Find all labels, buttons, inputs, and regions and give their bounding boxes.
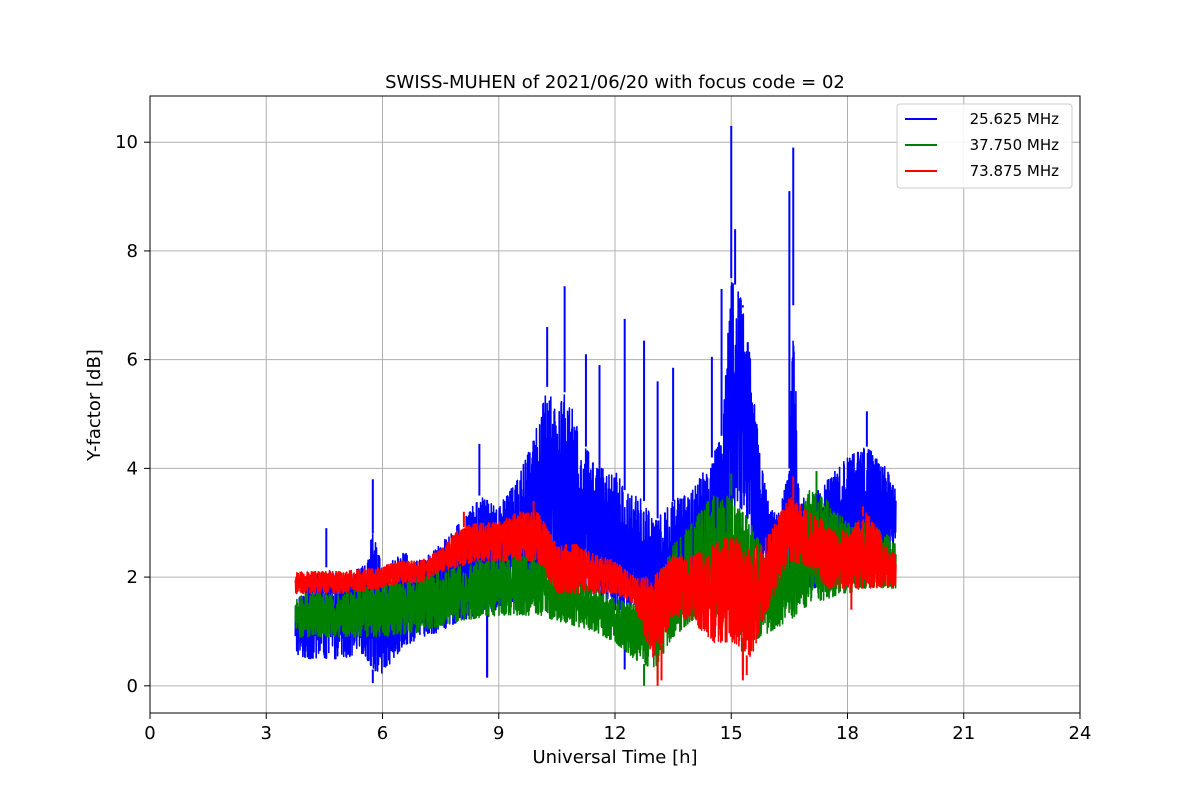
ticks xyxy=(144,141,1081,719)
x-tick-label: 24 xyxy=(1069,723,1092,744)
chart-title: SWISS-MUHEN of 2021/06/20 with focus cod… xyxy=(385,72,845,93)
y-tick-label: 10 xyxy=(115,132,138,153)
x-tick-label: 21 xyxy=(952,723,975,744)
x-tick-label: 6 xyxy=(377,723,388,744)
y-tick-label: 8 xyxy=(127,241,138,262)
y-tick-label: 4 xyxy=(127,458,138,479)
x-tick-label: 12 xyxy=(604,723,627,744)
series-line xyxy=(294,490,897,668)
legend-entry: 37.750 MHz xyxy=(970,136,1059,154)
legend-entry: 25.625 MHz xyxy=(970,110,1059,128)
legend: 25.625 MHz 37.750 MHz 73.875 MHz xyxy=(896,103,1073,189)
series-layer xyxy=(294,125,897,686)
x-axis-label: Universal Time [h] xyxy=(532,747,697,768)
x-tick-label: 9 xyxy=(493,723,504,744)
x-tick-label: 3 xyxy=(261,723,272,744)
y-tick-label: 2 xyxy=(127,567,138,588)
y-tick-label: 0 xyxy=(127,676,138,697)
x-tick-label: 15 xyxy=(720,723,743,744)
legend-box xyxy=(896,103,1073,189)
legend-entry: 73.875 MHz xyxy=(970,162,1059,180)
series-line xyxy=(294,497,897,658)
y-axis-label: Y-factor [dB] xyxy=(84,349,105,462)
x-tick-label: 0 xyxy=(144,723,155,744)
x-tick-label: 18 xyxy=(836,723,859,744)
y-tick-label: 6 xyxy=(127,350,138,371)
